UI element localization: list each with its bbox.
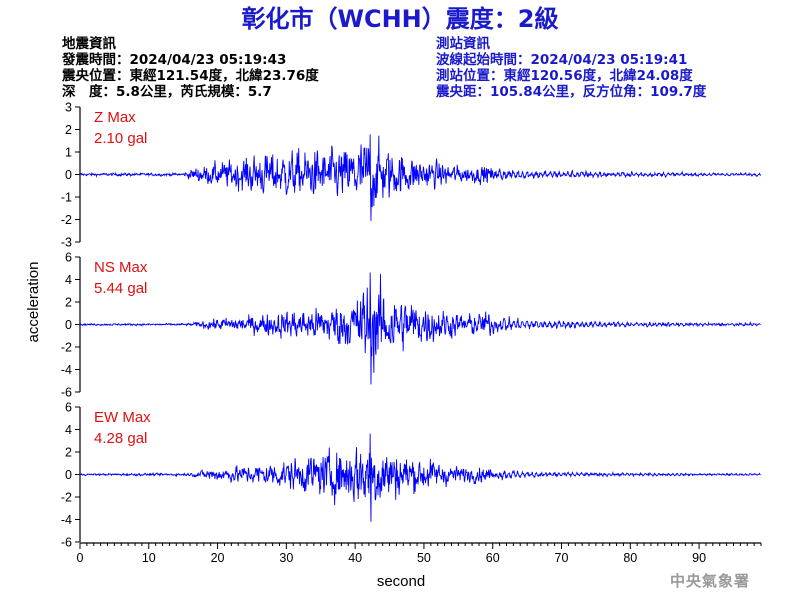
station-info-heading: 測站資訊	[436, 36, 490, 52]
panel-z: 3 2 1 0 -1 -2 -3 Z Max 2.10 gal	[61, 101, 762, 250]
waveform-ew	[79, 433, 761, 522]
y-tick-label: -1	[61, 191, 72, 205]
y-tick-label: 2	[65, 123, 72, 137]
peak-label-ns: NS Max	[94, 259, 148, 276]
epicenter-location: 震央位置：東經121.54度，北緯23.76度	[62, 68, 319, 84]
depth-magnitude: 深 度：5.8公里，芮氏規模：5.7	[62, 84, 272, 100]
station-location: 測站位置：東經120.56度，北緯24.08度	[436, 68, 693, 84]
panel-ns: 6 4 2 0 -2 -4 -6 NS Max 5.44 gal	[61, 251, 761, 400]
y-tick-label: 1	[65, 146, 72, 160]
y-tick-label: -2	[61, 213, 72, 227]
y-tick-label: -6	[61, 386, 72, 400]
x-tick-label: 90	[692, 551, 706, 565]
earthquake-info: 地震資訊 發震時間：2024/04/23 05:19:43 震央位置：東經121…	[62, 36, 319, 100]
y-tick-label: 6	[65, 251, 72, 265]
peak-value-ew: 4.28 gal	[94, 430, 147, 447]
y-axis-label: acceleration	[25, 262, 42, 343]
peak-label-z: Z Max	[94, 109, 136, 126]
x-tick-label: 60	[486, 551, 500, 565]
credit-cwa: 中央氣象署	[669, 572, 750, 590]
distance-azimuth: 震央距：105.84公里，反方位角：109.7度	[436, 84, 707, 100]
y-tick-label: -2	[61, 491, 72, 505]
waveform-z	[79, 134, 762, 221]
origin-time: 發震時間：2024/04/23 05:19:43	[62, 52, 287, 68]
y-tick-label: -3	[61, 236, 72, 250]
y-tick-label: -2	[61, 341, 72, 355]
station-info: 測站資訊 波線起始時間：2024/04/23 05:19:41 測站位置：東經1…	[436, 36, 706, 100]
waveform-ns	[79, 272, 761, 385]
y-tick-label: 0	[65, 318, 72, 332]
x-axis: 0 10 20 30 40 50 60 70 80 90	[77, 542, 762, 565]
y-tick-label: 0	[65, 468, 72, 482]
x-tick-label: 0	[77, 551, 84, 565]
peak-value-z: 2.10 gal	[94, 130, 147, 147]
x-axis-label: second	[377, 573, 425, 590]
peak-value-ns: 5.44 gal	[94, 280, 147, 297]
peak-label-ew: EW Max	[94, 409, 151, 426]
y-tick-label: 4	[65, 273, 72, 287]
x-tick-label: 10	[142, 551, 156, 565]
y-tick-label: 0	[65, 168, 72, 182]
y-tick-label: -4	[61, 513, 72, 527]
chart-title: 彰化市（WCHH）震度：2級	[241, 5, 559, 33]
x-tick-label: 40	[348, 551, 362, 565]
y-tick-label: 6	[65, 401, 72, 415]
panel-ew: 6 4 2 0 -2 -4 -6 EW Max 4.28 gal	[61, 401, 761, 550]
x-tick-label: 30	[279, 551, 293, 565]
earthquake-info-heading: 地震資訊	[62, 36, 116, 52]
wave-start-time: 波線起始時間：2024/04/23 05:19:41	[436, 52, 688, 68]
y-tick-label: 2	[65, 446, 72, 460]
chart-panels: 3 2 1 0 -1 -2 -3 Z Max 2.10 gal 6 4 2 0 -2 -4 -6 NS Max 5…	[61, 101, 762, 550]
x-tick-label: 20	[211, 551, 225, 565]
y-tick-label: -4	[61, 363, 72, 377]
x-tick-label: 70	[555, 551, 569, 565]
y-tick-label: -6	[61, 536, 72, 550]
x-tick-label: 80	[623, 551, 637, 565]
x-tick-label: 50	[417, 551, 431, 565]
y-tick-label: 3	[65, 101, 72, 115]
y-tick-label: 4	[65, 423, 72, 437]
y-tick-label: 2	[65, 296, 72, 310]
